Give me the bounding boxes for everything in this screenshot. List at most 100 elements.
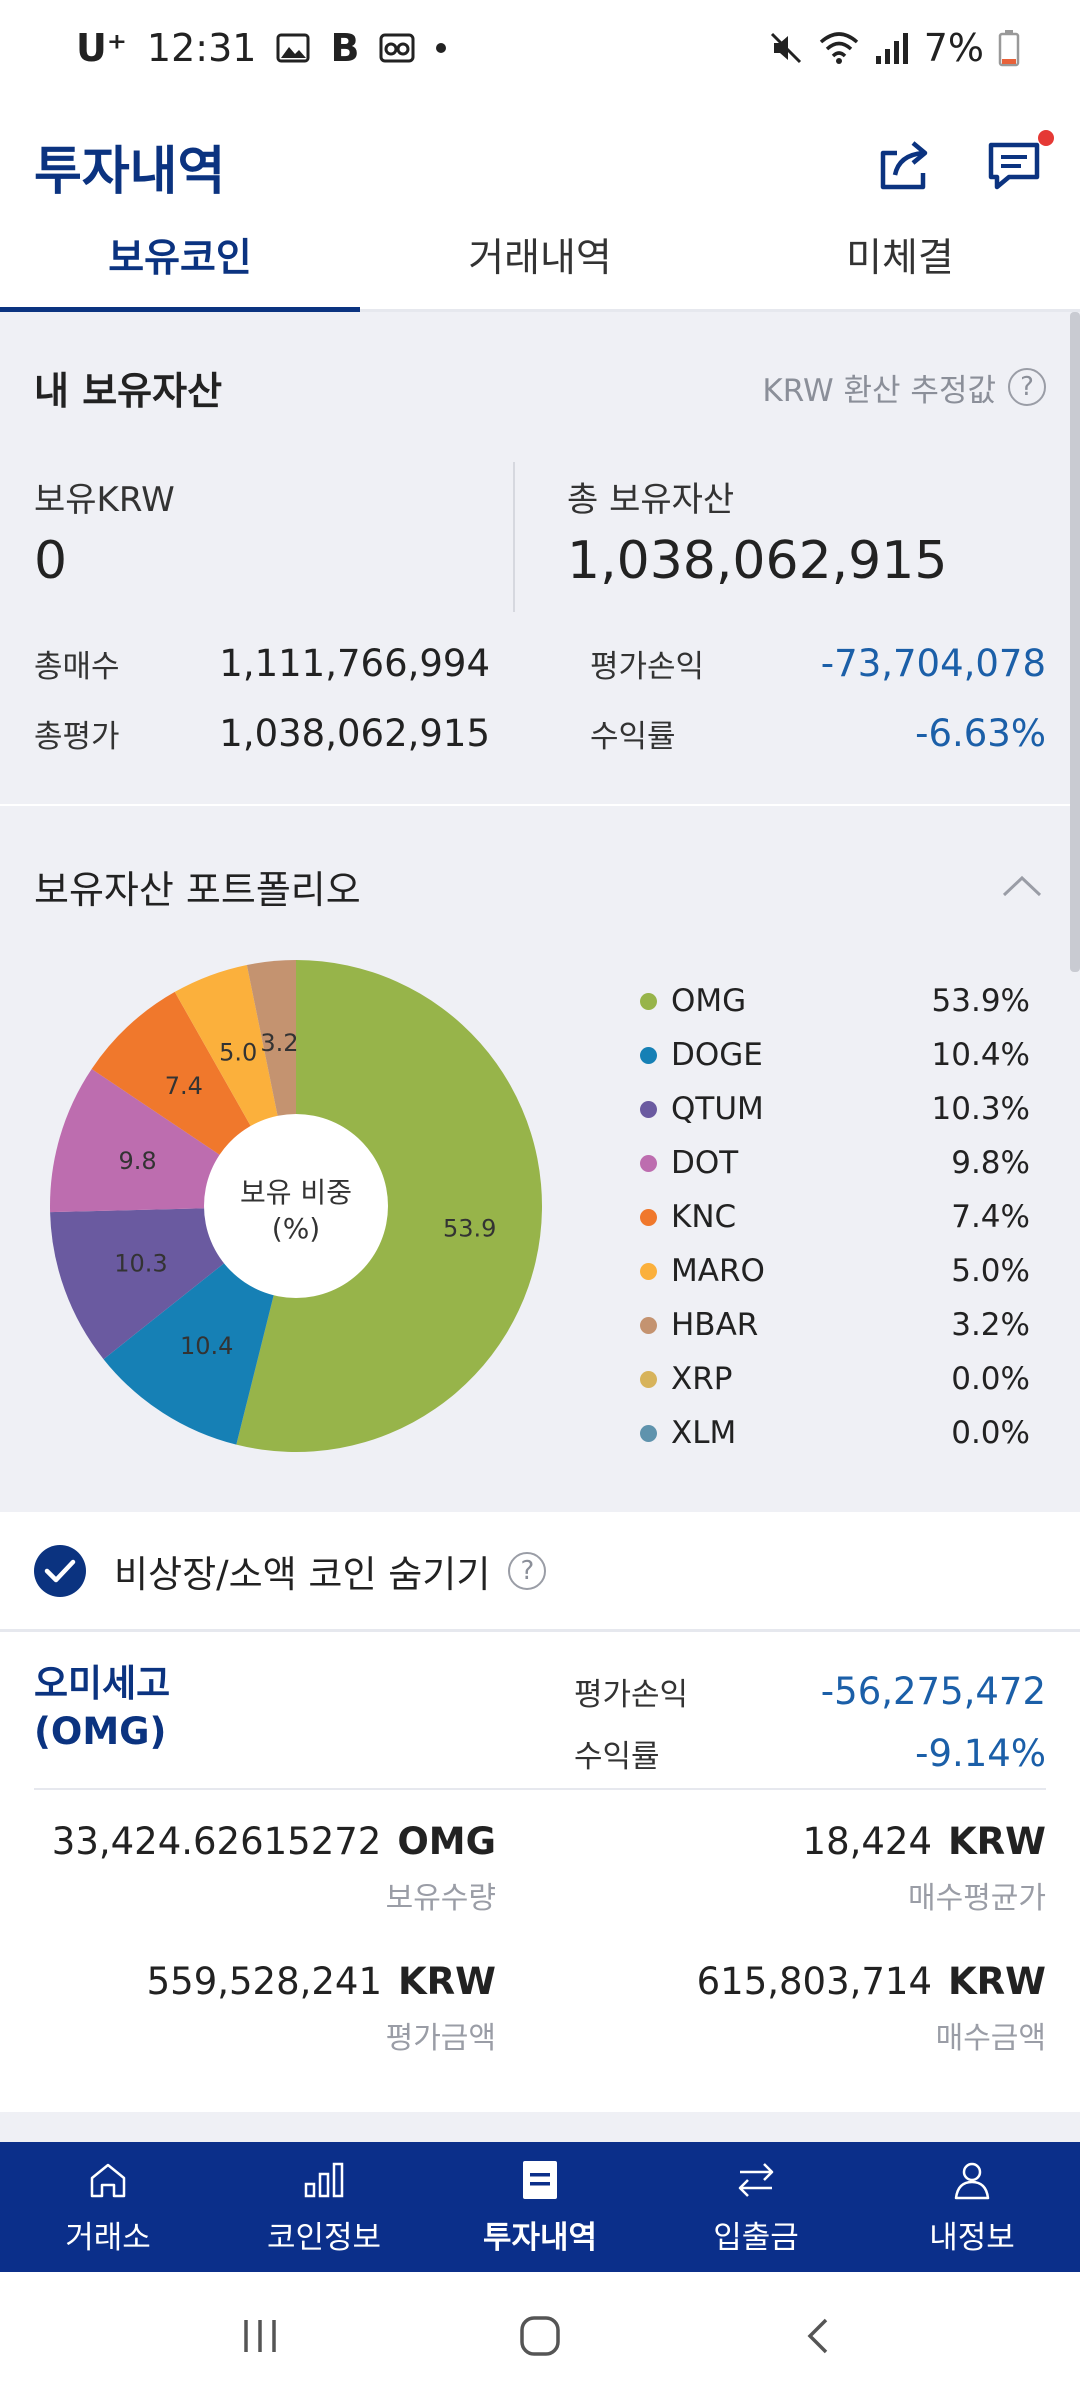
pie-center-unit: (%): [272, 1212, 320, 1245]
help-icon[interactable]: ?: [508, 1551, 547, 1590]
nav-my-info-label: 내정보: [929, 2219, 1015, 2256]
legend-dot: [640, 1262, 657, 1280]
avg-buy-price-unit: KRW: [948, 1820, 1046, 1863]
legend-dot: [640, 1046, 657, 1064]
legend-name: DOGE: [671, 1037, 763, 1073]
hide-small-coins-label: 비상장/소액 코인 숨기기: [114, 1552, 491, 1596]
coin-pnl-label: 평가손익: [574, 1676, 689, 1713]
total-eval-value: 1,038,062,915: [219, 711, 490, 755]
chat-icon: [988, 142, 1040, 190]
app-header: 투자내역: [0, 96, 1080, 236]
bottom-nav: 거래소 코인정보 투자내역 입출금 내정보: [0, 2142, 1080, 2272]
roi-value: -6.63%: [915, 711, 1046, 755]
scrollbar[interactable]: [1070, 312, 1080, 972]
nav-coin-info-label: 코인정보: [266, 2219, 382, 2256]
nav-my-info[interactable]: 내정보: [864, 2142, 1080, 2272]
pie-center-hole: [204, 1114, 388, 1298]
roi-label: 수익률: [590, 718, 676, 755]
nav-deposit-withdraw[interactable]: 입출금: [648, 2142, 864, 2272]
krw-label: 보유KRW: [34, 480, 175, 520]
legend-item-doge: DOGE 10.4%: [640, 1028, 1030, 1082]
tab-bar: 보유코인 거래내역 미체결: [0, 200, 1080, 312]
carrier-label: U⁺: [76, 26, 127, 70]
collapse-button[interactable]: [998, 862, 1046, 910]
pie-slice-omg: [236, 960, 542, 1452]
roi-row: 수익률 -6.63%: [590, 698, 1046, 768]
legend-dot: [640, 1154, 657, 1172]
buy-amount-value: 615,803,714: [696, 1960, 933, 2003]
hide-small-coins-row[interactable]: 비상장/소액 코인 숨기기 ?: [0, 1512, 1080, 1632]
buy-amount: 615,803,714 KRW 매수금액: [570, 1960, 1046, 2100]
signal-icon: [874, 30, 910, 66]
coin-card-omg[interactable]: 오미세고 (OMG) 평가손익 -56,275,472 수익률 -9.14% 3…: [0, 1634, 1080, 2114]
legend-name: XLM: [671, 1415, 737, 1451]
legend-name: MARO: [671, 1253, 765, 1289]
coin-roi-value: -9.14%: [915, 1731, 1046, 1775]
pie-slice-label: 5.0: [219, 1038, 257, 1066]
portfolio-legend: OMG 53.9% DOGE 10.4% QTUM 10.3% DOT 9.8% KNC 7.4%…: [640, 974, 1030, 1460]
chat-button[interactable]: [982, 130, 1054, 198]
pie-slice-label: 7.4: [165, 1072, 203, 1100]
recent-apps-icon: [244, 2320, 276, 2352]
krw-note[interactable]: KRW 환산 추정값 ?: [762, 365, 1046, 410]
tab-holdings[interactable]: 보유코인: [0, 200, 360, 312]
battery-label: 7%: [923, 26, 984, 70]
legend-dot: [640, 1370, 657, 1388]
pnl-label: 평가손익: [590, 648, 705, 685]
image-icon: [276, 33, 310, 63]
legend-dot: [640, 1208, 657, 1226]
nav-coin-info[interactable]: 코인정보: [216, 2142, 432, 2272]
legend-name: KNC: [671, 1199, 737, 1235]
total-assets-label: 총 보유자산: [567, 480, 735, 520]
recent-apps-button[interactable]: [220, 2296, 300, 2376]
coin-symbol: (OMG): [34, 1710, 167, 1754]
total-buy-row: 총매수 1,111,766,994: [34, 628, 490, 698]
legend-percent: 9.8%: [951, 1145, 1030, 1181]
share-button[interactable]: [872, 134, 936, 198]
legend-percent: 0.0%: [951, 1361, 1030, 1397]
pnl-value: -73,704,078: [820, 641, 1046, 685]
total-eval-row: 총평가 1,038,062,915: [34, 698, 490, 768]
legend-name: OMG: [671, 983, 747, 1019]
legend-item-maro: MARO 5.0%: [640, 1244, 1030, 1298]
legend-percent: 3.2%: [951, 1307, 1030, 1343]
eval-amount: 559,528,241 KRW 평가금액: [34, 1960, 510, 2100]
legend-dot: [640, 1316, 657, 1334]
legend-item-dot: DOT 9.8%: [640, 1136, 1030, 1190]
pie-slice-label: 9.8: [118, 1147, 156, 1175]
legend-dot: [640, 992, 657, 1010]
home-button[interactable]: [500, 2296, 580, 2376]
nav-deposit-withdraw-label: 입출금: [713, 2219, 799, 2256]
nav-investment[interactable]: 투자내역: [432, 2142, 648, 2272]
total-buy-label: 총매수: [34, 648, 120, 685]
pie-center-label: 보유 비중: [240, 1176, 352, 1209]
holding-quantity-label: 보유수량: [385, 1881, 496, 1916]
eval-amount-label: 평가금액: [385, 2021, 496, 2056]
help-icon[interactable]: ?: [1008, 368, 1046, 406]
legend-percent: 53.9%: [931, 983, 1030, 1019]
tab-trade-history[interactable]: 거래내역: [468, 235, 612, 281]
home-icon: [90, 2163, 126, 2197]
back-button[interactable]: [780, 2296, 860, 2376]
wifi-icon: [818, 30, 860, 66]
pie-slice-label: 10.4: [180, 1332, 233, 1360]
legend-item-xlm: XLM 0.0%: [640, 1406, 1030, 1460]
total-buy-value: 1,111,766,994: [219, 641, 490, 685]
legend-percent: 0.0%: [951, 1415, 1030, 1451]
legend-name: XRP: [671, 1361, 733, 1397]
chevron-up-icon: [1002, 875, 1042, 897]
avg-buy-price: 18,424 KRW 매수평균가: [570, 1820, 1046, 1960]
b-icon: B: [330, 26, 360, 70]
chart-icon: [304, 2162, 344, 2197]
legend-item-hbar: HBAR 3.2%: [640, 1298, 1030, 1352]
hide-small-coins-checkbox[interactable]: [34, 1544, 86, 1597]
pie-slice-label: 3.2: [260, 1029, 298, 1057]
page-title: 투자내역: [34, 141, 226, 202]
nav-investment-label: 투자내역: [482, 2219, 598, 2256]
battery-icon: [998, 29, 1020, 67]
legend-item-omg: OMG 53.9%: [640, 974, 1030, 1028]
coin-name: 오미세고 (OMG): [34, 1660, 574, 1788]
nav-exchange[interactable]: 거래소: [0, 2142, 216, 2272]
portfolio-title: 보유자산 포트폴리오: [34, 867, 361, 912]
tab-pending[interactable]: 미체결: [846, 235, 954, 281]
